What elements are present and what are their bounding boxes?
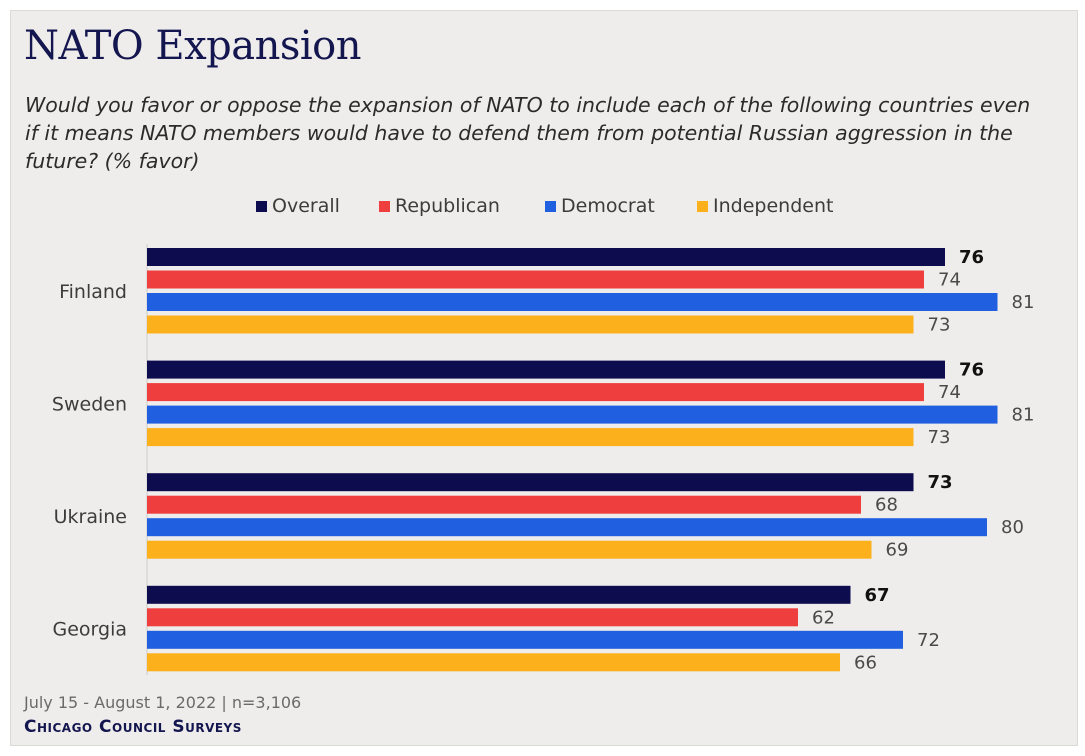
- data-label-sweden-democrat: 81: [1012, 405, 1035, 426]
- data-label-sweden-overall: 76: [959, 360, 984, 381]
- category-label-ukraine: Ukraine: [54, 506, 127, 528]
- legend-label-overall: Overall: [272, 195, 340, 217]
- data-label-finland-independent: 73: [928, 315, 951, 336]
- data-label-sweden-independent: 73: [928, 427, 951, 448]
- bar-finland-independent: [147, 315, 914, 334]
- bar-ukraine-republican: [147, 495, 861, 514]
- data-label-georgia-independent: 66: [854, 652, 877, 673]
- legend-item-independent: Independent: [697, 195, 833, 217]
- category-label-georgia: Georgia: [53, 619, 128, 641]
- category-label-sweden: Sweden: [52, 393, 127, 415]
- data-label-georgia-overall: 67: [865, 585, 890, 606]
- bar-chart: Finland76748173Sweden76748173Ukraine7368…: [52, 244, 1035, 676]
- data-label-finland-republican: 74: [938, 270, 961, 291]
- data-label-georgia-republican: 62: [812, 607, 835, 628]
- bar-georgia-republican: [147, 608, 798, 627]
- chart-title: NATO Expansion: [24, 23, 362, 69]
- data-label-ukraine-overall: 73: [928, 472, 953, 493]
- chart-card: NATO Expansion Would you favor or oppose…: [10, 10, 1078, 746]
- legend-swatch-independent: [697, 200, 708, 212]
- survey-date-line: July 15 - August 1, 2022 | n=3,106: [24, 693, 302, 712]
- legend-label-independent: Independent: [713, 195, 834, 217]
- bar-sweden-democrat: [147, 405, 998, 424]
- bar-georgia-overall: [147, 585, 851, 604]
- legend-item-democrat: Democrat: [545, 195, 655, 217]
- bar-sweden-republican: [147, 383, 924, 402]
- legend-swatch-democrat: [545, 200, 556, 212]
- data-label-finland-democrat: 81: [1012, 292, 1035, 313]
- bar-georgia-democrat: [147, 630, 903, 649]
- legend-swatch-republican: [379, 200, 390, 212]
- bar-sweden-independent: [147, 428, 914, 447]
- legend-label-democrat: Democrat: [561, 195, 655, 217]
- bar-ukraine-independent: [147, 540, 872, 559]
- bar-finland-overall: [147, 248, 945, 266]
- bar-finland-republican: [147, 270, 924, 289]
- data-label-sweden-republican: 74: [938, 382, 961, 403]
- data-label-ukraine-republican: 68: [875, 495, 898, 516]
- legend-swatch-overall: [256, 200, 267, 212]
- data-label-georgia-democrat: 72: [917, 630, 940, 651]
- legend-item-overall: Overall: [256, 195, 340, 217]
- legend-label-republican: Republican: [395, 195, 500, 217]
- data-label-ukraine-independent: 69: [886, 540, 909, 561]
- bar-georgia-independent: [147, 653, 840, 672]
- data-label-ukraine-democrat: 80: [1001, 517, 1024, 538]
- bar-ukraine-overall: [147, 473, 914, 492]
- source-label: Chicago Council Surveys: [24, 717, 242, 737]
- bar-finland-democrat: [147, 293, 998, 311]
- bar-ukraine-democrat: [147, 518, 987, 537]
- chart-legend: Overall Republican Democrat Independent: [11, 195, 1079, 219]
- bar-sweden-overall: [147, 360, 945, 379]
- category-label-finland: Finland: [59, 281, 127, 303]
- data-label-finland-overall: 76: [959, 247, 984, 268]
- chart-subtitle: Would you favor or oppose the expansion …: [25, 93, 1031, 173]
- legend-item-republican: Republican: [379, 195, 500, 217]
